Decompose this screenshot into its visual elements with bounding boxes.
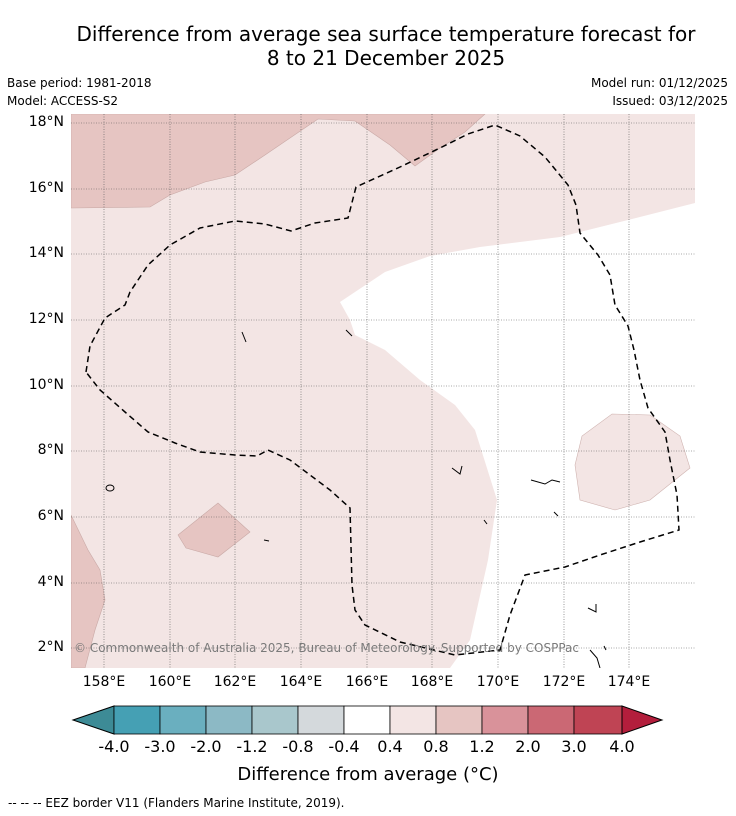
- lon-label-174E: 174°E: [607, 674, 651, 690]
- lon-label-172E: 172°E: [542, 674, 586, 690]
- lat-label-2N: 2°N: [37, 639, 64, 655]
- island: [241, 331, 247, 343]
- colorbar-cell: [343, 705, 391, 735]
- anomaly-region-east-patch: [574, 413, 691, 511]
- colorbar-label: -4.0: [98, 737, 130, 756]
- colorbar-cell: [297, 705, 345, 735]
- colorbar-cell: [205, 705, 253, 735]
- island: [345, 329, 353, 337]
- colorbar-cell: [251, 705, 299, 735]
- lon-label-166E: 166°E: [345, 674, 389, 690]
- islands: [105, 329, 607, 668]
- island: [589, 649, 601, 668]
- lon-label-164E: 164°E: [279, 674, 323, 690]
- colorbar-label: -2.0: [190, 737, 222, 756]
- anomaly-region-neutral: [340, 203, 695, 668]
- colorbar-label: 0.8: [423, 737, 449, 756]
- island: [587, 604, 597, 613]
- copyright-notice: © Commonwealth of Australia 2025, Bureau…: [74, 641, 579, 655]
- eez-border: [85, 124, 680, 656]
- lat-label-8N: 8°N: [37, 442, 64, 458]
- colorbar-over-arrow: [621, 705, 664, 735]
- model-run: Model run: 01/12/2025: [590, 76, 728, 90]
- lat-label-18N: 18°N: [28, 114, 64, 130]
- lon-label-158E: 158°E: [82, 674, 126, 690]
- island: [530, 479, 561, 485]
- base-period: Base period: 1981-2018: [7, 76, 152, 90]
- colorbar-label: -0.8: [282, 737, 314, 756]
- lat-label-12N: 12°N: [28, 311, 64, 327]
- lat-label-10N: 10°N: [28, 377, 64, 393]
- colorbar-cell: [481, 705, 529, 735]
- model-name: Model: ACCESS-S2: [7, 94, 119, 108]
- anomaly-region-0.8-1.2-west: [71, 514, 106, 668]
- lat-label-4N: 4°N: [37, 574, 64, 590]
- colorbar-cell: [435, 705, 483, 735]
- colorbar-label: -1.2: [236, 737, 268, 756]
- colorbar-cell: [113, 705, 161, 735]
- lon-label-170E: 170°E: [476, 674, 520, 690]
- lon-label-162E: 162°E: [213, 674, 257, 690]
- colorbar-label: 3.0: [561, 737, 587, 756]
- lat-label-14N: 14°N: [28, 245, 64, 261]
- map-gridlines: [71, 114, 695, 668]
- colorbar-label: 0.4: [377, 737, 403, 756]
- island: [105, 484, 115, 492]
- anomaly-region-0.8-1.2-south: [177, 502, 251, 558]
- island: [603, 645, 607, 651]
- lat-label-16N: 16°N: [28, 180, 64, 196]
- colorbar: [71, 705, 664, 735]
- island: [451, 465, 463, 475]
- colorbar-label: 2.0: [515, 737, 541, 756]
- colorbar-title: Difference from average (°C): [237, 764, 499, 785]
- colorbar-label: -0.4: [328, 737, 360, 756]
- island: [483, 519, 488, 525]
- anomaly-region-0.8-1.2-north: [71, 114, 486, 209]
- chart-title: Difference from average sea surface temp…: [0, 22, 736, 70]
- issued-date: Issued: 03/12/2025: [612, 94, 728, 108]
- colorbar-under-arrow: [71, 705, 115, 735]
- island: [553, 511, 559, 517]
- island: [263, 539, 270, 542]
- title-line-1: Difference from average sea surface temp…: [76, 22, 696, 46]
- colorbar-label: -3.0: [144, 737, 176, 756]
- lat-label-6N: 6°N: [37, 508, 64, 524]
- lon-label-168E: 168°E: [410, 674, 454, 690]
- colorbar-cell: [389, 705, 437, 735]
- colorbar-cell: [527, 705, 575, 735]
- title-line-2: 8 to 21 December 2025: [266, 46, 506, 70]
- colorbar-label: 1.2: [469, 737, 495, 756]
- eez-legend-note: -- -- -- EEZ border V11 (Flanders Marine…: [8, 796, 345, 810]
- colorbar-label: 4.0: [609, 737, 635, 756]
- colorbar-cell: [573, 705, 623, 735]
- colorbar-cell: [159, 705, 207, 735]
- lon-label-160E: 160°E: [148, 674, 192, 690]
